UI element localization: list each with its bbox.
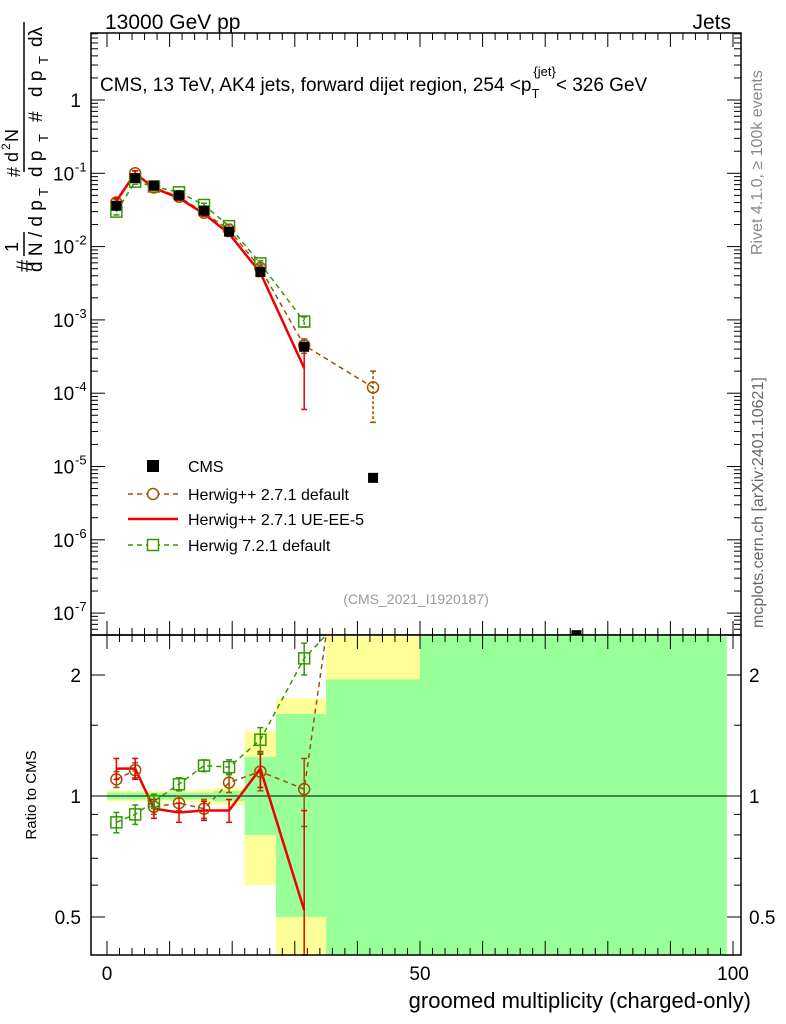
main-series-3-point (173, 190, 184, 201)
legend-label: Herwig 7.2.1 default (188, 538, 331, 555)
title-sub: T (531, 86, 539, 101)
legend-marker-circle (146, 487, 160, 501)
ratio-series-2-point (254, 733, 267, 747)
ratio-series-markers (110, 642, 311, 956)
main-series-3-point (224, 226, 235, 237)
title-sup: {jet} (533, 64, 556, 79)
svg-text:d p: d p (26, 71, 47, 97)
main-y-tick-label: 10 (53, 311, 74, 332)
legend: CMS Herwig++ 2.7.1 default Herwig++ 2.7.1 … (128, 459, 364, 555)
ratio-ylabel: Ratio to CMS (23, 750, 40, 839)
main-y-tick-exp: -6 (75, 526, 87, 541)
ratio-frame-rect (90, 634, 742, 956)
ratio-series-0-point (222, 776, 236, 789)
main-series-3-point (130, 173, 141, 184)
svg-text:#: # (4, 167, 24, 177)
ratio-frame (90, 634, 742, 956)
main-series-3-point (255, 267, 266, 278)
ratio-x-tick-label: 100 (717, 964, 749, 985)
main-series-1-point (366, 381, 380, 394)
legend-label: CMS (188, 459, 224, 476)
legend-label: Herwig++ 2.7.1 default (188, 487, 350, 504)
ratio-y-tick-label: 0.5 (55, 908, 81, 929)
svg-text:1: 1 (2, 242, 22, 252)
ratio-x-tick-label: 50 (409, 964, 430, 985)
ratio-series-2-point (297, 652, 311, 665)
main-y-tick-exp: -7 (75, 599, 87, 614)
main-y-tick-label: 1 (70, 91, 81, 112)
ratio-y-tick-label-right: 2 (749, 666, 760, 687)
main-series-3-point (148, 180, 159, 191)
main-series-3-point (111, 200, 122, 211)
main-y-tick-label: 10 (53, 458, 74, 479)
svg-text:dλ: dλ (26, 26, 47, 47)
band-inner-9 (420, 635, 727, 955)
svg-text:T: T (36, 134, 51, 142)
svg-text:#: # (12, 259, 37, 272)
main-y-tick-label: 10 (53, 531, 74, 552)
band-inner-8 (326, 679, 420, 955)
ratio-series-2-point (222, 760, 236, 774)
main-y-tick-exp: -4 (75, 379, 87, 394)
main-series-markers (110, 167, 582, 641)
ratio-y-tick-label: 2 (70, 666, 81, 687)
ratio-y-tick-label-right: 1 (749, 787, 760, 808)
main-y-tick-label: 10 (53, 164, 74, 185)
main-y-tick-label: 10 (53, 384, 74, 405)
rivet-label: Rivet 4.1.0, ≥ 100k events (749, 70, 766, 255)
ratio-uncertainty-bands (91, 635, 741, 955)
svg-text:T: T (36, 188, 51, 196)
svg-text:d p: d p (26, 151, 47, 177)
ratio-series-2-point (147, 795, 161, 808)
header-left: 13000 GeV pp (105, 11, 240, 34)
ratio-series-line-2-line (116, 634, 327, 824)
main-ylabel: # 1 d N / d p T # d 2 N d p T # d p T dλ (0, 22, 51, 272)
main-y-tick-exp: -2 (75, 233, 87, 248)
ratio-y-tick-label-right: 0.5 (749, 908, 775, 929)
title-part-2: < 326 GeV (556, 75, 648, 96)
ratio-y-tick-label: 1 (70, 787, 81, 808)
main-series-3-point (299, 341, 310, 352)
svg-text:#: # (26, 111, 47, 122)
main-y-tick-exp: -3 (75, 306, 87, 321)
main-y-tick-exp: -1 (75, 159, 87, 174)
ratio-x-tick-label: 0 (102, 964, 113, 985)
ratio-series-2-point (197, 759, 211, 772)
svg-text:d: d (2, 152, 22, 162)
mcplots-label: mcplots.cern.ch [arXiv:2401.10621] (750, 377, 767, 628)
ratio-series-0-point (297, 782, 311, 796)
svg-text:d N / d p: d N / d p (26, 200, 47, 272)
main-title: CMS, 13 TeV, AK4 jets, forward dijet reg… (100, 64, 648, 101)
main-series-1-line (115, 172, 374, 389)
ratio-series-2-point (128, 808, 142, 821)
svg-text:N: N (2, 129, 22, 142)
ratio-series-2-point (110, 816, 123, 829)
x-axis-label: groomed multiplicity (charged-only) (409, 988, 751, 1013)
main-y-tick-label: 10 (53, 238, 74, 259)
band-inner-7 (276, 713, 327, 917)
ratio-axes: 0 50 100 0.5 0.5 1 1 2 2 (55, 635, 775, 985)
header-right: Jets (692, 11, 731, 34)
main-y-tick-label: 10 (53, 604, 74, 625)
title-part-1: CMS, 13 TeV, AK4 jets, forward dijet reg… (100, 75, 531, 96)
legend-marker-cms (147, 460, 159, 472)
svg-text:2: 2 (0, 143, 13, 150)
legend-marker-square (146, 538, 160, 552)
main-series-0-point (297, 315, 311, 328)
main-series-3-point (199, 205, 210, 216)
main-y-axis: 110-110-210-310-410-510-610-7 (53, 33, 741, 635)
main-y-tick-exp: -5 (75, 453, 87, 468)
main-series-3-point (368, 472, 379, 483)
legend-label: Herwig++ 2.7.1 UE-EE-5 (188, 512, 364, 529)
ratio-series-2-point (172, 777, 186, 791)
analysis-id: (CMS_2021_I1920187) (343, 591, 489, 607)
svg-text:T: T (36, 56, 51, 64)
